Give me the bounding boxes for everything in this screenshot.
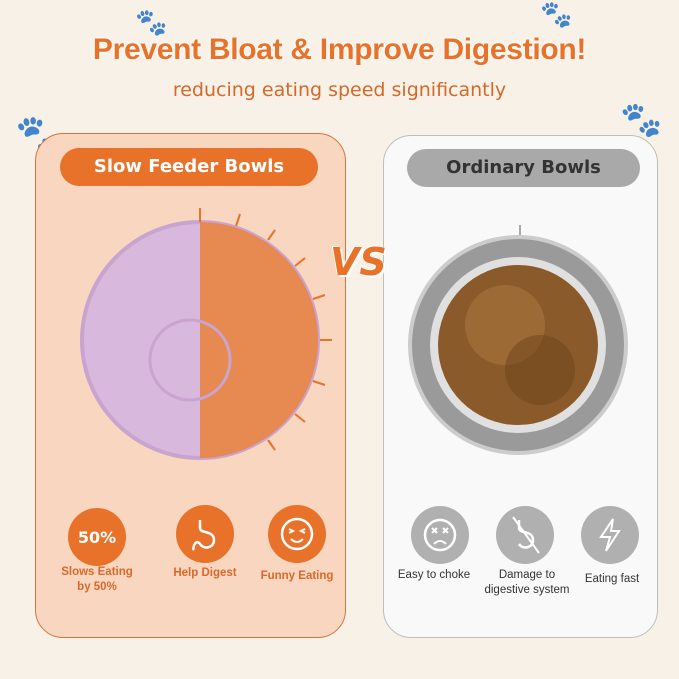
paw-icon: 🐾: [620, 100, 663, 140]
feature-label: Damage to digestive system: [484, 569, 570, 596]
lightning-icon: [581, 506, 639, 564]
feature-label: Help Digest: [173, 567, 237, 579]
page-title: Prevent Bloat & Improve Digestion!: [92, 33, 587, 66]
page-subtitle: reducing eating speed significantly: [172, 79, 507, 101]
laughing-face-icon: [268, 505, 326, 563]
stomach-icon: [176, 505, 234, 563]
slow-feeder-title: Slow Feeder Bowls: [60, 148, 318, 186]
vs-label: VS: [330, 240, 387, 284]
feature-label: Eating fast: [584, 573, 640, 585]
feature-label: Slows Eating by 50%: [61, 566, 133, 593]
dizzy-face-icon: [411, 506, 469, 564]
badge-text: 50%: [77, 527, 117, 547]
feature-label: Funny Eating: [260, 570, 334, 582]
paw-icon: 🐾: [135, 8, 168, 38]
feature-label: Easy to choke: [397, 569, 471, 581]
percent-badge-icon: 50%: [68, 508, 126, 566]
ordinary-bowl-image: [408, 225, 628, 455]
lick-mat-image: [80, 208, 332, 460]
ordinary-bowl-title: Ordinary Bowls: [407, 149, 640, 187]
paw-icon: 🐾: [540, 0, 573, 30]
crossed-stomach-icon: [496, 506, 554, 564]
